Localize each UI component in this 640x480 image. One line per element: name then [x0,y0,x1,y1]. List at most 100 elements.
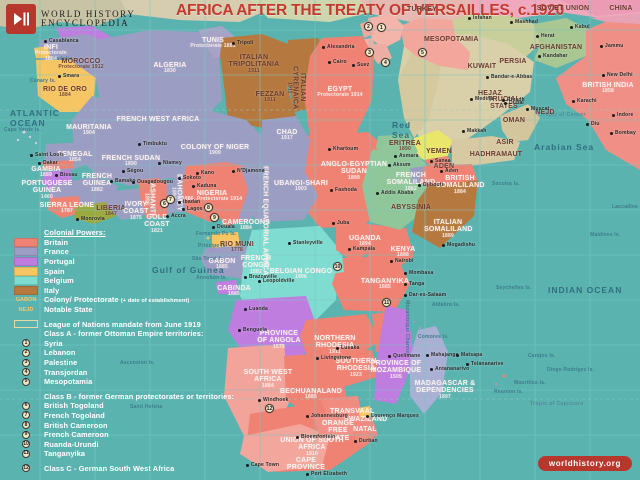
city-dot [238,329,241,332]
legend-state-tag: NEJD [18,306,34,313]
city-dot [232,42,235,45]
city-dot [610,132,613,135]
legend-class-b-item-row: 6 British Togoland [14,401,234,411]
legend-colony-key: GABON Colony/ Protectorate (+ date of es… [14,295,234,305]
city-dot [352,64,355,67]
city-dot [306,415,309,418]
city-dot [138,143,141,146]
city-dot [330,189,333,192]
city-dot [55,174,58,177]
legend-class-b-item-label: Ruanda-Urundi [44,439,99,449]
legend-mandate-header: League of Nations mandate from June 1919 [14,319,234,329]
legend-class-b-item-number: 11 [22,449,30,458]
city-dot [526,108,529,111]
city-dot [158,162,161,165]
city-dot [390,260,393,263]
legend-class-b-item-number: 9 [14,430,38,439]
legend-state-text: Notable State [44,305,93,315]
legend-class-a-item-number: 2 [14,348,38,357]
city-dot [538,55,541,58]
logo-line-2: ENCYCLOPEDIA [41,18,130,28]
city-dot [418,184,421,187]
city-dot [404,272,407,275]
city-dot [246,464,249,467]
legend-class-b-item-label: French Cameroon [44,430,109,440]
mandate-marker: 1 [377,23,386,32]
city-dot [570,26,573,29]
legend-class-a-item-label: Lebanon [44,348,76,358]
site-watermark[interactable]: worldhistory.org [537,456,632,471]
legend-color-swatch [14,285,38,295]
city-dot [44,40,47,43]
legend-powers-list: Britain France Portugal Spain Belgium Italy [14,237,234,296]
legend-class-a-item-label: Syria [44,338,63,348]
mandate-marker: 9 [210,213,219,222]
city-dot [354,440,357,443]
legend-power-row: Spain [14,266,234,276]
city-dot [178,201,181,204]
legend-class-c-row: 12 Class C - German South West Africa [14,464,234,474]
legend-power-label: Italy [44,285,60,295]
mandate-marker: 4 [381,58,390,67]
city-dot [430,368,433,371]
city-dot [296,436,299,439]
city-dot [316,357,319,360]
legend-color-swatch [14,266,38,276]
city-dot [404,283,407,286]
city-dot [486,76,489,79]
city-dot [602,74,605,77]
city-dot [442,244,445,247]
legend-class-b-item-label: French Togoland [44,410,105,420]
legend-class-a-text: Class A - former Ottoman Empire territor… [44,329,204,339]
legend-power-label: Belgium [44,276,74,286]
city-dot [430,160,433,163]
city-dot [348,248,351,251]
legend-class-c-text: Class C - German South West Africa [44,463,175,473]
city-dot [178,177,181,180]
city-dot [166,215,169,218]
legend-power-label: Britain [44,237,69,247]
mandate-marker: 5 [418,48,427,57]
legend-powers-header-text: Colonial Powers: [44,228,106,238]
city-dot [504,102,507,105]
legend-class-b-item-row: 7 French Togoland [14,411,234,421]
city-dot [468,17,471,20]
city-dot [38,162,41,165]
mandate-marker: 2 [364,22,373,31]
city-dot [76,218,79,221]
legend-class-b-item-number: 8 [14,421,38,430]
legend-colony-note: (+ date of establishment) [120,298,190,305]
legend-colony-text: Colony/ Protectorate (+ date of establis… [44,295,190,305]
city-dot [394,155,397,158]
city-dot [336,347,339,350]
legend-color-swatch [14,276,38,286]
legend-power-row: France [14,247,234,257]
legend-class-b-item-number: 10 [22,440,30,449]
legend-class-b-item-label: British Togoland [44,401,104,411]
city-dot [110,180,113,183]
legend-power-row: Italy [14,285,234,296]
city-dot [572,100,575,103]
city-dot [404,294,407,297]
legend-class-c-number: 12 [22,464,30,473]
site-logo[interactable]: WORLD HISTORY ENCYCLOPEDIA [6,4,135,34]
legend-class-a-item-row: 4 Transjordan [14,367,234,377]
legend-class-a-item-number: 4 [14,368,38,377]
mandate-marker: 11 [382,298,391,307]
legend-class-b-item-row: 9 French Cameroon [14,430,234,440]
city-dot [466,363,469,366]
city-dot [510,21,513,24]
city-dot [388,164,391,167]
city-dot [440,170,443,173]
legend-class-a-list: 1 Syria 2 Lebanon 3 Palestine 4 Transjordan 5 Mes… [14,339,234,387]
city-dot [258,280,261,283]
mandate-marker: 3 [365,48,374,57]
city-dot [244,308,247,311]
legend-class-b-item-row: 8 British Cameroon [14,420,234,430]
city-dot [196,172,199,175]
city-dot [192,185,195,188]
legend-class-a-item-label: Transjordan [44,367,88,377]
legend-class-a-item-label: Mesopotamia [44,377,93,387]
